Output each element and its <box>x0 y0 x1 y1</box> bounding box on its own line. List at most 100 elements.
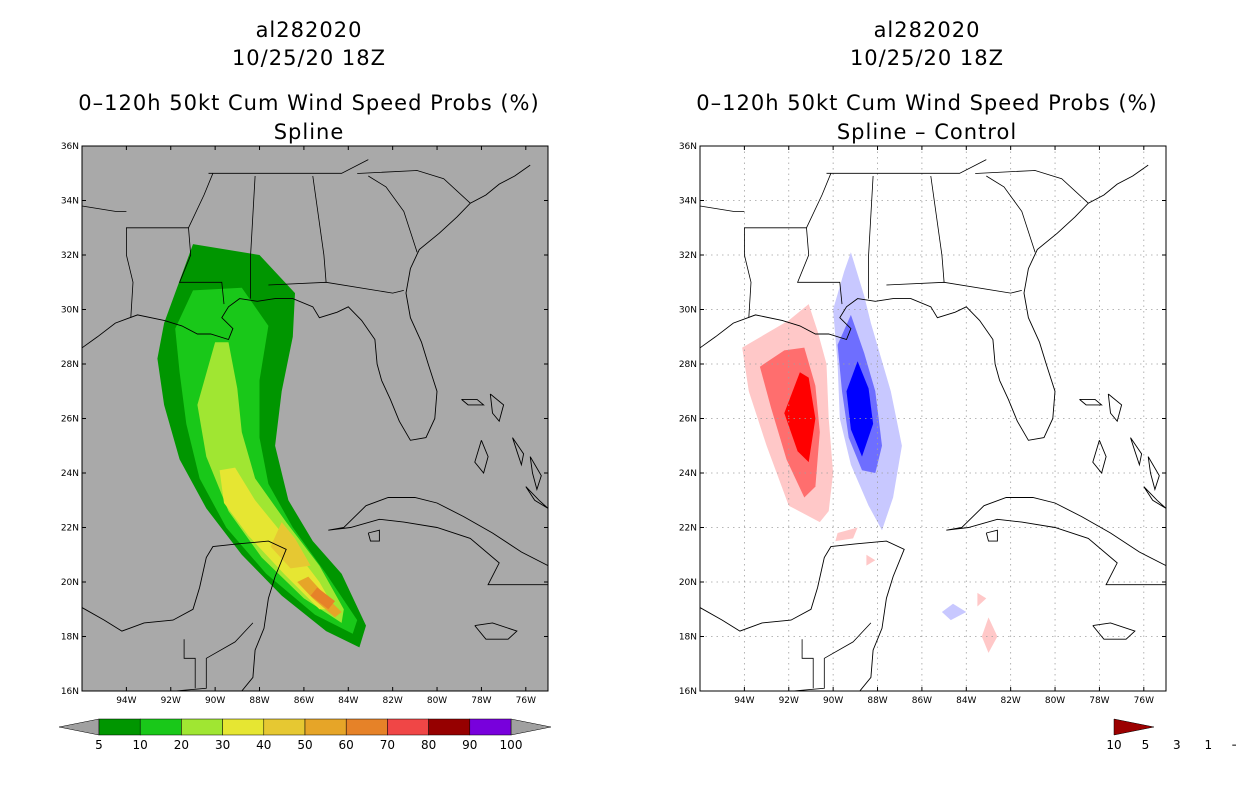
product-title: 0–120h 50kt Cum Wind Speed Probs (%) <box>78 91 540 115</box>
lon-label: 84W <box>338 696 358 706</box>
state-border <box>357 170 471 204</box>
coastline <box>946 497 1166 586</box>
coastline <box>367 529 380 542</box>
colorbar: −10−5−3−113510 <box>1106 718 1236 752</box>
state-border <box>930 175 945 283</box>
map-content <box>82 159 548 691</box>
colorbar-segment <box>345 718 388 736</box>
lon-label: 80W <box>427 696 447 706</box>
state-border <box>312 175 327 283</box>
probability-map: 16N 18N 20N 22N 24N 26N 28N 30N 32N 34N 36N 94W 92W 9… <box>58 142 552 752</box>
lon-label: 82W <box>382 696 402 706</box>
coastline <box>489 393 505 423</box>
lon-label: 88W <box>867 696 887 706</box>
contour--1-small- <box>941 603 967 621</box>
lon-label: 86W <box>912 696 932 706</box>
lon-label: 90W <box>823 696 843 706</box>
lat-label: 34N <box>61 197 79 207</box>
product-title: 0–120h 50kt Cum Wind Speed Probs (%) <box>696 91 1158 115</box>
state-border <box>700 205 745 212</box>
coastline <box>700 164 1149 441</box>
lat-label: 20N <box>61 578 79 588</box>
coastline <box>547 584 548 626</box>
state-border <box>183 639 196 689</box>
subtitle: Spline <box>273 120 345 144</box>
coastline <box>1107 393 1123 423</box>
state-border <box>82 205 127 212</box>
colorbar-label: 40 <box>256 738 271 752</box>
lat-label: 34N <box>679 197 697 207</box>
lon-label: 78W <box>1089 696 1109 706</box>
lat-label: 18N <box>61 633 79 643</box>
contour--5 <box>846 361 874 457</box>
lon-label: 90W <box>205 696 225 706</box>
colorbar: 5 10 20 30 40 50 60 70 80 90 100 <box>58 718 552 752</box>
lon-label: 84W <box>956 696 976 706</box>
state-border <box>268 281 404 294</box>
lon-label: 78W <box>471 696 491 706</box>
map-content <box>700 146 1166 691</box>
storm-id-title: al282020 <box>873 18 981 42</box>
colorbar-segment <box>387 718 429 736</box>
lon-label: 80W <box>1045 696 1065 706</box>
colorbar-label: 3 <box>1173 738 1181 752</box>
contour--1-east- <box>977 592 987 607</box>
lat-label: 26N <box>679 415 697 425</box>
lat-label: 24N <box>679 469 697 479</box>
lat-label: 28N <box>679 360 697 370</box>
lat-label: 30N <box>679 306 697 316</box>
state-border <box>368 175 418 253</box>
coastline <box>1092 440 1107 474</box>
lon-label: 76W <box>516 696 536 706</box>
colorbar-label: 30 <box>215 738 230 752</box>
colorbar-label: 10 <box>133 738 148 752</box>
contour--1-southeast- <box>981 617 998 653</box>
colorbar-label: −1 <box>1231 738 1236 752</box>
lon-label: 82W <box>1000 696 1020 706</box>
lon-label: 86W <box>294 696 314 706</box>
datetime-title: 10/25/20 18Z <box>231 46 387 70</box>
lat-label: 22N <box>61 524 79 534</box>
colorbar-label: 5 <box>1142 738 1150 752</box>
contour-40- <box>270 522 311 569</box>
colorbar-over <box>1113 718 1155 736</box>
coastline <box>512 437 525 467</box>
coastline <box>525 486 548 509</box>
lon-label: 88W <box>249 696 269 706</box>
contour--5 <box>784 372 816 463</box>
colorbar-label: 20 <box>174 738 189 752</box>
contour-60- <box>310 587 335 610</box>
difference-map: 16N 18N 20N 22N 24N 26N 28N 30N 32N 34N 36N 94W 92W 9… <box>679 142 1236 752</box>
lat-label: 20N <box>679 578 697 588</box>
colorbar-segment <box>98 718 141 736</box>
coastline <box>1130 437 1143 467</box>
left-panel: al282020 10/25/20 18Z 0–120h 50kt Cum Wi… <box>58 18 552 752</box>
coastline <box>461 398 485 406</box>
right-panel: al282020 10/25/20 18Z 0–120h 50kt Cum Wi… <box>618 0 1236 800</box>
lat-label: 24N <box>61 469 79 479</box>
datetime-title: 10/25/20 18Z <box>849 46 1005 70</box>
state-border <box>208 159 369 174</box>
lon-label: 94W <box>116 696 136 706</box>
coastline <box>1147 456 1160 491</box>
lon-label: 92W <box>779 696 799 706</box>
lon-label: 76W <box>1134 696 1154 706</box>
coastline <box>474 622 518 640</box>
lat-label: 16N <box>679 687 697 697</box>
colorbar-segment <box>304 718 347 736</box>
lat-label: 28N <box>61 360 79 370</box>
coastline <box>1143 486 1166 509</box>
lon-label: 94W <box>734 696 754 706</box>
state-border <box>174 622 254 691</box>
contour--1-Yucatan- <box>835 527 858 542</box>
lat-label: 22N <box>679 524 697 534</box>
coastline <box>474 440 489 474</box>
coastline <box>1092 622 1136 640</box>
colorbar-label: 100 <box>500 738 523 752</box>
state-border <box>986 175 1036 253</box>
lat-label: 36N <box>61 142 79 152</box>
coastline <box>82 164 531 441</box>
colorbar-segment <box>469 718 512 736</box>
state-border <box>250 175 256 299</box>
colorbar-under <box>58 718 100 736</box>
